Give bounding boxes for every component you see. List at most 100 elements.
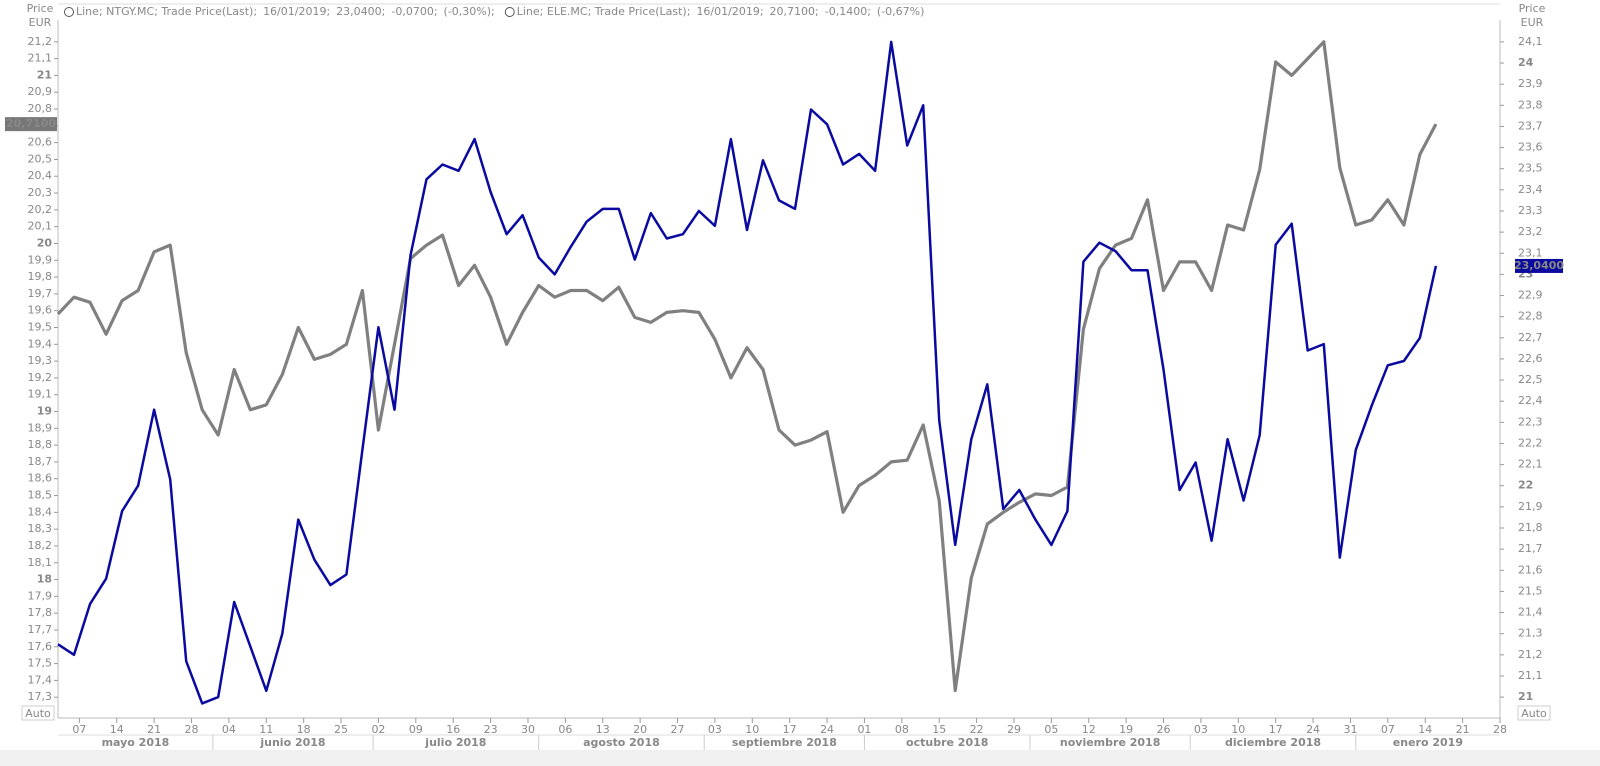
- legend-text: -0,0700;: [391, 5, 437, 18]
- y-title: Price: [27, 2, 54, 15]
- right-tick-label: 21,6: [1518, 563, 1543, 576]
- x-tick-label: 21: [1456, 723, 1470, 736]
- x-tick-label: 03: [708, 723, 722, 736]
- right-tick-label: 22,1: [1518, 458, 1543, 471]
- x-tick-label: 02: [371, 723, 385, 736]
- left-tick-label: 19,3: [28, 354, 53, 367]
- right-tick-label: 22: [1518, 479, 1533, 492]
- month-label: enero 2019: [1393, 736, 1463, 749]
- x-tick-label: 14: [1418, 723, 1432, 736]
- y-unit: EUR: [29, 16, 52, 29]
- legend-text: 16/01/2019;: [696, 5, 763, 18]
- x-tick-label: 24: [820, 723, 834, 736]
- right-tick-label: 21,4: [1518, 606, 1543, 619]
- right-tick-label: 23,8: [1518, 98, 1543, 111]
- x-tick-label: 10: [1231, 723, 1245, 736]
- x-tick-label: 31: [1343, 723, 1357, 736]
- left-tick-label: 17,3: [28, 690, 53, 703]
- right-tick-label: 23,3: [1518, 204, 1543, 217]
- month-label: septiembre 2018: [732, 736, 837, 749]
- legend-text: 16/01/2019;: [263, 5, 330, 18]
- legend: Line; NTGY.MC; Trade Price(Last); 16/01/2…: [64, 5, 925, 18]
- left-tick-label: 18,8: [28, 438, 53, 451]
- right-tick-label: 22,5: [1518, 373, 1543, 386]
- legend-text: Line; NTGY.MC; Trade Price(Last);: [76, 5, 257, 18]
- legend-text: (-0,67%): [877, 5, 925, 18]
- right-tick-label: 21,9: [1518, 500, 1543, 513]
- left-tick-label: 19,6: [28, 304, 53, 317]
- last-value-tag: [1515, 258, 1563, 273]
- right-tick-label: 23,6: [1518, 141, 1543, 154]
- left-tick-label: 17,5: [28, 657, 53, 670]
- x-tick-label: 07: [72, 723, 86, 736]
- left-tick-label: 17,8: [28, 606, 53, 619]
- left-tick-label: 18,9: [28, 421, 53, 434]
- month-label: mayo 2018: [102, 736, 170, 749]
- x-tick-label: 25: [334, 723, 348, 736]
- x-tick-label: 01: [857, 723, 871, 736]
- legend-text: (-0,30%);: [444, 5, 495, 18]
- legend-text: 20,7100;: [770, 5, 819, 18]
- x-tick-label: 21: [147, 723, 161, 736]
- bottom-strip: [0, 750, 1600, 766]
- left-tick-label: 19,2: [28, 371, 53, 384]
- auto-box[interactable]: [1517, 705, 1551, 721]
- last-value-label: 23,0400: [1514, 259, 1564, 272]
- left-tick-label: 18,3: [28, 522, 53, 535]
- right-tick-label: 23,9: [1518, 77, 1543, 90]
- x-tick-label: 23: [484, 723, 498, 736]
- price-line: [56, 40, 1438, 693]
- x-tick-label: 10: [745, 723, 759, 736]
- left-tick-label: 20,6: [28, 136, 53, 149]
- last-value-label: 20,7100: [6, 117, 56, 130]
- left-tick-label: 19,5: [28, 320, 53, 333]
- left-tick-label: 18,1: [28, 556, 53, 569]
- right-tick-label: 21: [1518, 690, 1533, 703]
- right-tick-label: 22,7: [1518, 331, 1543, 344]
- left-tick-label: 18: [37, 573, 52, 586]
- x-tick-label: 16: [446, 723, 460, 736]
- x-tick-label: 05: [1044, 723, 1058, 736]
- auto-box[interactable]: [21, 705, 55, 721]
- legend-icon: [64, 7, 74, 17]
- x-tick-label: 29: [1007, 723, 1021, 736]
- left-tick-label: 19,1: [28, 388, 53, 401]
- left-tick-label: 19,9: [28, 253, 53, 266]
- x-tick-label: 03: [1194, 723, 1208, 736]
- month-label: noviembre 2018: [1060, 736, 1160, 749]
- x-tick-label: 07: [1381, 723, 1395, 736]
- right-tick-label: 21,7: [1518, 542, 1543, 555]
- month-label: octubre 2018: [906, 736, 988, 749]
- x-tick-label: 13: [596, 723, 610, 736]
- y2-title: Price: [1519, 2, 1546, 15]
- legend-text: 23,0400;: [336, 5, 385, 18]
- x-tick-label: 09: [409, 723, 423, 736]
- price-line: [57, 40, 1438, 705]
- x-tick-label: 28: [1493, 723, 1507, 736]
- x-tick-label: 12: [1082, 723, 1096, 736]
- right-tick-label: 23,2: [1518, 225, 1543, 238]
- x-tick-label: 11: [259, 723, 273, 736]
- left-tick-label: 17,9: [28, 589, 53, 602]
- left-tick-label: 20,1: [28, 220, 53, 233]
- left-tick-label: 21: [37, 68, 52, 81]
- right-tick-label: 22,3: [1518, 415, 1543, 428]
- x-tick-label: 26: [1157, 723, 1171, 736]
- x-tick-label: 15: [932, 723, 946, 736]
- right-tick-label: 21,8: [1518, 521, 1543, 534]
- x-tick-label: 14: [110, 723, 124, 736]
- y2-unit: EUR: [1521, 16, 1544, 29]
- right-tick-label: 23,1: [1518, 246, 1543, 259]
- x-tick-label: 27: [671, 723, 685, 736]
- right-tick-label: 23,4: [1518, 183, 1543, 196]
- left-tick-label: 20,3: [28, 186, 53, 199]
- x-tick-label: 08: [895, 723, 909, 736]
- left-tick-label: 20,9: [28, 85, 53, 98]
- x-tick-label: 06: [558, 723, 572, 736]
- y-auto[interactable]: Auto: [25, 707, 51, 720]
- x-tick-label: 04: [222, 723, 236, 736]
- left-tick-label: 21,2: [28, 35, 53, 48]
- y2-auto[interactable]: Auto: [1521, 707, 1547, 720]
- left-tick-label: 18,7: [28, 455, 53, 468]
